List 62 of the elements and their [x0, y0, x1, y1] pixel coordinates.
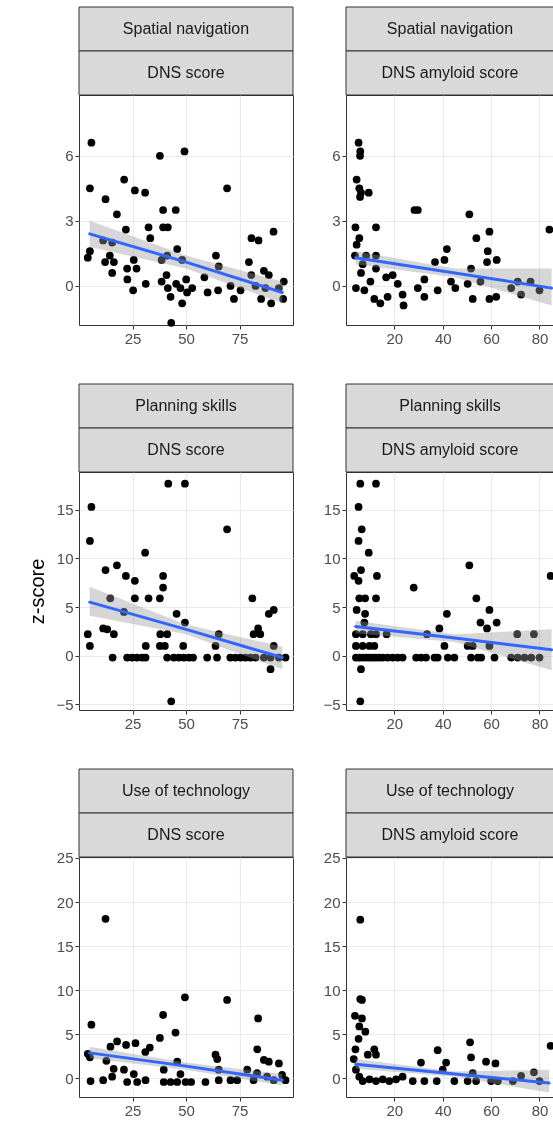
y-tick-label: 25 [56, 849, 74, 867]
y-tick-label: −5 [323, 695, 341, 713]
chart-subtitle: DNS score [147, 826, 225, 843]
x-tick-label: 25 [124, 714, 142, 732]
y-tick-label: 10 [323, 549, 341, 567]
x-tick-label: 20 [386, 329, 404, 347]
x-tick-label: 20 [386, 714, 404, 732]
chart-title: Use of technology [385, 782, 515, 799]
chart-title: Spatial navigation [386, 20, 514, 37]
y-tick-label: 0 [332, 1069, 341, 1087]
x-tick-label: 50 [178, 714, 195, 732]
x-tick-label: 25 [124, 1101, 142, 1119]
chart-subtitle: DNS score [147, 64, 225, 81]
y-tick-label: 5 [65, 1025, 74, 1043]
y-tick-label: 6 [332, 147, 341, 165]
x-tick-label: 60 [483, 329, 500, 347]
y-tick-label: 15 [56, 937, 74, 955]
x-tick-label: 50 [178, 329, 195, 347]
x-tick-label: 75 [231, 329, 249, 347]
y-tick-label: 0 [332, 647, 341, 665]
y-tick-label: 5 [332, 1025, 341, 1043]
chart-title: Planning skills [399, 397, 501, 414]
x-tick-label: 60 [483, 714, 500, 732]
chart-title: Use of technology [121, 782, 251, 799]
y-tick-label: 25 [323, 849, 341, 867]
y-tick-label: 5 [65, 598, 74, 616]
y-tick-label: 0 [65, 277, 74, 295]
x-tick-label: 80 [531, 714, 549, 732]
chart-subtitle: DNS amyloid score [381, 64, 519, 81]
y-tick-label: 10 [56, 981, 74, 999]
y-tick-label: 15 [56, 501, 74, 519]
chart-subtitle: DNS score [147, 441, 225, 458]
chart-title: Spatial navigation [122, 20, 250, 37]
y-tick-label: 3 [332, 212, 341, 230]
x-tick-label: 75 [231, 1101, 249, 1119]
x-tick-label: 25 [124, 329, 142, 347]
chart-subtitle: DNS amyloid score [381, 826, 519, 843]
chart-subtitle: DNS amyloid score [381, 441, 519, 458]
y-tick-label: 15 [323, 937, 341, 955]
y-tick-label: 10 [56, 549, 74, 567]
y-tick-label: 0 [65, 1069, 74, 1087]
y-tick-label: 5 [332, 598, 341, 616]
y-tick-label: 0 [332, 277, 341, 295]
x-tick-label: 50 [178, 1101, 195, 1119]
x-tick-label: 40 [434, 329, 452, 347]
x-tick-label: 75 [231, 714, 249, 732]
y-tick-label: 10 [323, 981, 341, 999]
chart-title: Planning skills [135, 397, 237, 414]
y-tick-label: −5 [56, 695, 74, 713]
x-tick-label: 60 [483, 1101, 500, 1119]
x-tick-label: 40 [434, 714, 452, 732]
x-tick-label: 40 [434, 1101, 452, 1119]
y-tick-label: 20 [56, 893, 74, 911]
y-tick-label: 15 [323, 501, 341, 519]
y-tick-label: 3 [65, 212, 74, 230]
x-tick-label: 80 [531, 329, 549, 347]
y-tick-label: 6 [65, 147, 74, 165]
y-tick-label: 20 [323, 893, 341, 911]
x-tick-label: 80 [531, 1101, 549, 1119]
y-tick-label: 0 [65, 647, 74, 665]
y-axis-title: z-score [26, 558, 49, 625]
x-tick-label: 20 [386, 1101, 404, 1119]
